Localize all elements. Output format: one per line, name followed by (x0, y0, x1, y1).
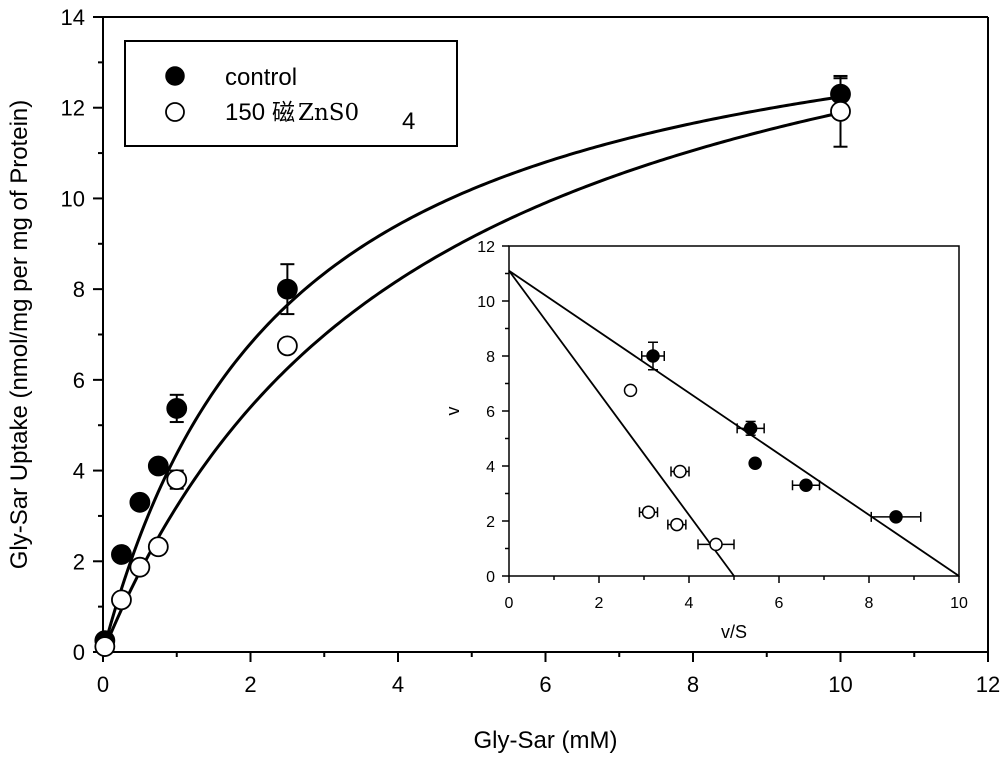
inset-x-tick-label: 2 (595, 595, 604, 612)
main-point-control (111, 544, 132, 565)
main-y-tick-label: 0 (73, 640, 85, 665)
main-point-znso4 (830, 100, 851, 122)
inset-y-tick-label: 8 (486, 349, 495, 366)
main-fit-line-1 (103, 111, 841, 650)
inset-x-tick-label: 0 (505, 595, 514, 612)
inset-y-tick-label: 0 (486, 569, 495, 586)
main-point-znso4 (129, 556, 151, 578)
inset-x-axis-title: v/S (721, 622, 747, 642)
inset-point-control (748, 456, 762, 470)
inset-y-tick-label: 12 (477, 239, 495, 256)
main-point-znso4 (147, 536, 169, 558)
main-point-znso4 (94, 636, 116, 657)
main-x-axis-title: Gly-Sar (mM) (474, 727, 618, 754)
main-point-znso4 (111, 589, 132, 611)
inset-y-tick-label: 4 (486, 459, 495, 476)
inset-point-znso4 (641, 505, 656, 519)
inset-x-tick-label: 6 (775, 595, 784, 612)
main-fit-line-0 (103, 95, 841, 647)
inset-y-tick-label: 2 (486, 514, 495, 531)
inset-fit-line-1 (508, 270, 735, 577)
inset-y-tick-label: 6 (486, 404, 495, 421)
main-y-tick-label: 8 (73, 277, 85, 302)
legend-box (124, 40, 458, 147)
legend-label-control: control (225, 64, 297, 91)
legend: control 150 磁 ZnS0 4 (124, 40, 458, 147)
inset-point-znso4 (673, 464, 687, 479)
inset-y-axis-title: v (443, 407, 463, 416)
main-y-tick-label: 6 (73, 368, 85, 393)
legend-label-znso4-subscript: 4 (402, 108, 415, 135)
main-point-control (276, 278, 298, 300)
inset-x-tick-label: 8 (865, 595, 874, 612)
main-x-tick-label: 10 (828, 672, 852, 697)
inset-point-control (646, 349, 660, 363)
main-x-tick-label: 12 (976, 672, 1000, 697)
inset-frame (508, 245, 960, 577)
inset-fit-line-0 (508, 270, 960, 577)
main-plot: 0 2 4 6 8 10 12 0 2 4 6 8 10 12 14 Gly-Sar (mM) Gly-Sar … (6, 5, 1000, 754)
main-x-tick-label: 8 (687, 672, 699, 697)
main-y-axis-title: Gly-Sar Uptake (nmol/mg per mg of Protei… (6, 100, 33, 570)
inset-y-tick-label: 10 (477, 294, 495, 311)
legend-label-znso4-formula: ZnS0 (298, 100, 359, 126)
legend-marker-znso4 (165, 102, 185, 122)
main-y-tick-label: 14 (61, 5, 85, 30)
legend-label-znso4-number: 150 (225, 99, 265, 126)
inset-x-tick-label: 4 (685, 595, 694, 612)
main-point-znso4 (276, 335, 298, 357)
inset-point-znso4 (670, 517, 684, 532)
legend-label-znso4-glyph: 磁 (272, 100, 295, 126)
main-x-tick-label: 6 (539, 672, 551, 697)
inset-point-control (799, 478, 813, 492)
main-point-control (166, 398, 188, 419)
main-x-tick-label: 2 (244, 672, 256, 697)
main-point-znso4 (166, 469, 188, 491)
main-x-tick-label: 4 (392, 672, 404, 697)
inset-point-control (889, 510, 903, 524)
legend-marker-control (165, 66, 185, 86)
inset-x-tick-label: 10 (950, 595, 968, 612)
inset-point-znso4 (709, 537, 723, 552)
inset-point-znso4 (623, 383, 638, 398)
inset-point-control (743, 421, 758, 436)
main-x-tick-label: 0 (97, 672, 109, 697)
main-y-tick-label: 12 (61, 96, 85, 121)
main-y-tick-label: 4 (73, 459, 85, 484)
main-point-control (147, 455, 169, 477)
main-y-tick-label: 10 (61, 186, 85, 211)
main-point-control (129, 491, 151, 513)
main-y-tick-label: 2 (73, 549, 85, 574)
inset-plot: 0 2 4 6 8 10 0 2 4 6 8 10 12 v/S v (443, 239, 968, 642)
